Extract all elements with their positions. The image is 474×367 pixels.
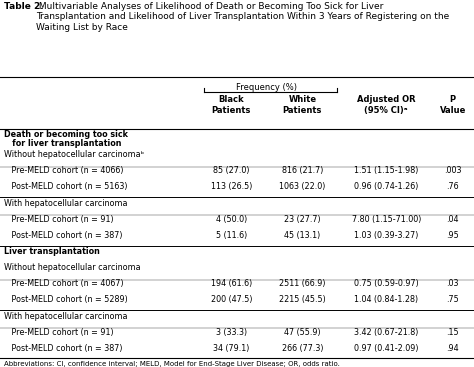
Text: Pre-MELD cohort (n = 4067): Pre-MELD cohort (n = 4067) [4, 279, 123, 288]
Text: Abbreviations: CI, confidence interval; MELD, Model for End-Stage Liver Disease;: Abbreviations: CI, confidence interval; … [4, 361, 340, 367]
Text: Multivariable Analyses of Likelihood of Death or Becoming Too Sick for Liver
Tra: Multivariable Analyses of Likelihood of … [36, 2, 449, 32]
Text: Pre-MELD cohort (n = 91): Pre-MELD cohort (n = 91) [4, 215, 113, 224]
Text: 45 (13.1): 45 (13.1) [284, 231, 320, 240]
Text: Death or becoming too sick: Death or becoming too sick [4, 130, 128, 139]
Text: 1063 (22.0): 1063 (22.0) [279, 182, 326, 192]
Text: With hepatocellular carcinoma: With hepatocellular carcinoma [4, 312, 128, 321]
Text: 3.42 (0.67-21.8): 3.42 (0.67-21.8) [354, 328, 419, 337]
Text: Adjusted OR
(95% CI)ᵃ: Adjusted OR (95% CI)ᵃ [357, 95, 416, 115]
Text: 194 (61.6): 194 (61.6) [210, 279, 252, 288]
Text: 85 (27.0): 85 (27.0) [213, 166, 250, 175]
Text: .94: .94 [447, 344, 459, 353]
Text: Black
Patients: Black Patients [211, 95, 251, 115]
Text: Table 2.: Table 2. [4, 2, 44, 11]
Text: 0.96 (0.74-1.26): 0.96 (0.74-1.26) [354, 182, 419, 192]
Text: 5 (11.6): 5 (11.6) [216, 231, 247, 240]
Text: 200 (47.5): 200 (47.5) [210, 295, 252, 305]
Text: .04: .04 [447, 215, 459, 224]
Text: 0.75 (0.59-0.97): 0.75 (0.59-0.97) [354, 279, 419, 288]
Text: Post-MELD cohort (n = 5163): Post-MELD cohort (n = 5163) [4, 182, 128, 192]
Text: Without hepatocellular carcinoma: Without hepatocellular carcinoma [4, 263, 140, 272]
Text: 266 (77.3): 266 (77.3) [282, 344, 323, 353]
Text: Frequency (%): Frequency (%) [237, 83, 297, 92]
Text: Post-MELD cohort (n = 5289): Post-MELD cohort (n = 5289) [4, 295, 128, 305]
Text: 2215 (45.5): 2215 (45.5) [279, 295, 326, 305]
Text: Pre-MELD cohort (n = 91): Pre-MELD cohort (n = 91) [4, 328, 113, 337]
Text: .76: .76 [447, 182, 459, 192]
Text: 0.97 (0.41-2.09): 0.97 (0.41-2.09) [354, 344, 419, 353]
Text: Pre-MELD cohort (n = 4066): Pre-MELD cohort (n = 4066) [4, 166, 123, 175]
Text: 2511 (66.9): 2511 (66.9) [279, 279, 326, 288]
Text: for liver transplantation: for liver transplantation [4, 139, 121, 148]
Text: Liver transplantation: Liver transplantation [4, 247, 100, 256]
Text: .95: .95 [447, 231, 459, 240]
Text: With hepatocellular carcinoma: With hepatocellular carcinoma [4, 199, 128, 208]
Text: P
Value: P Value [439, 95, 466, 115]
Text: 47 (55.9): 47 (55.9) [284, 328, 321, 337]
Text: 4 (50.0): 4 (50.0) [216, 215, 247, 224]
Text: 7.80 (1.15-71.00): 7.80 (1.15-71.00) [352, 215, 421, 224]
Text: 816 (21.7): 816 (21.7) [282, 166, 323, 175]
Text: 1.03 (0.39-3.27): 1.03 (0.39-3.27) [354, 231, 419, 240]
Text: 1.51 (1.15-1.98): 1.51 (1.15-1.98) [354, 166, 419, 175]
Text: White
Patients: White Patients [283, 95, 322, 115]
Text: 1.04 (0.84-1.28): 1.04 (0.84-1.28) [354, 295, 419, 305]
Text: 3 (33.3): 3 (33.3) [216, 328, 247, 337]
Text: .15: .15 [447, 328, 459, 337]
Text: .75: .75 [447, 295, 459, 305]
Text: Post-MELD cohort (n = 387): Post-MELD cohort (n = 387) [4, 231, 122, 240]
Text: Without hepatocellular carcinomaᵇ: Without hepatocellular carcinomaᵇ [4, 150, 144, 159]
Text: 23 (27.7): 23 (27.7) [284, 215, 321, 224]
Text: Post-MELD cohort (n = 387): Post-MELD cohort (n = 387) [4, 344, 122, 353]
Text: 34 (79.1): 34 (79.1) [213, 344, 249, 353]
Text: 113 (26.5): 113 (26.5) [210, 182, 252, 192]
Text: .003: .003 [444, 166, 461, 175]
Text: .03: .03 [447, 279, 459, 288]
